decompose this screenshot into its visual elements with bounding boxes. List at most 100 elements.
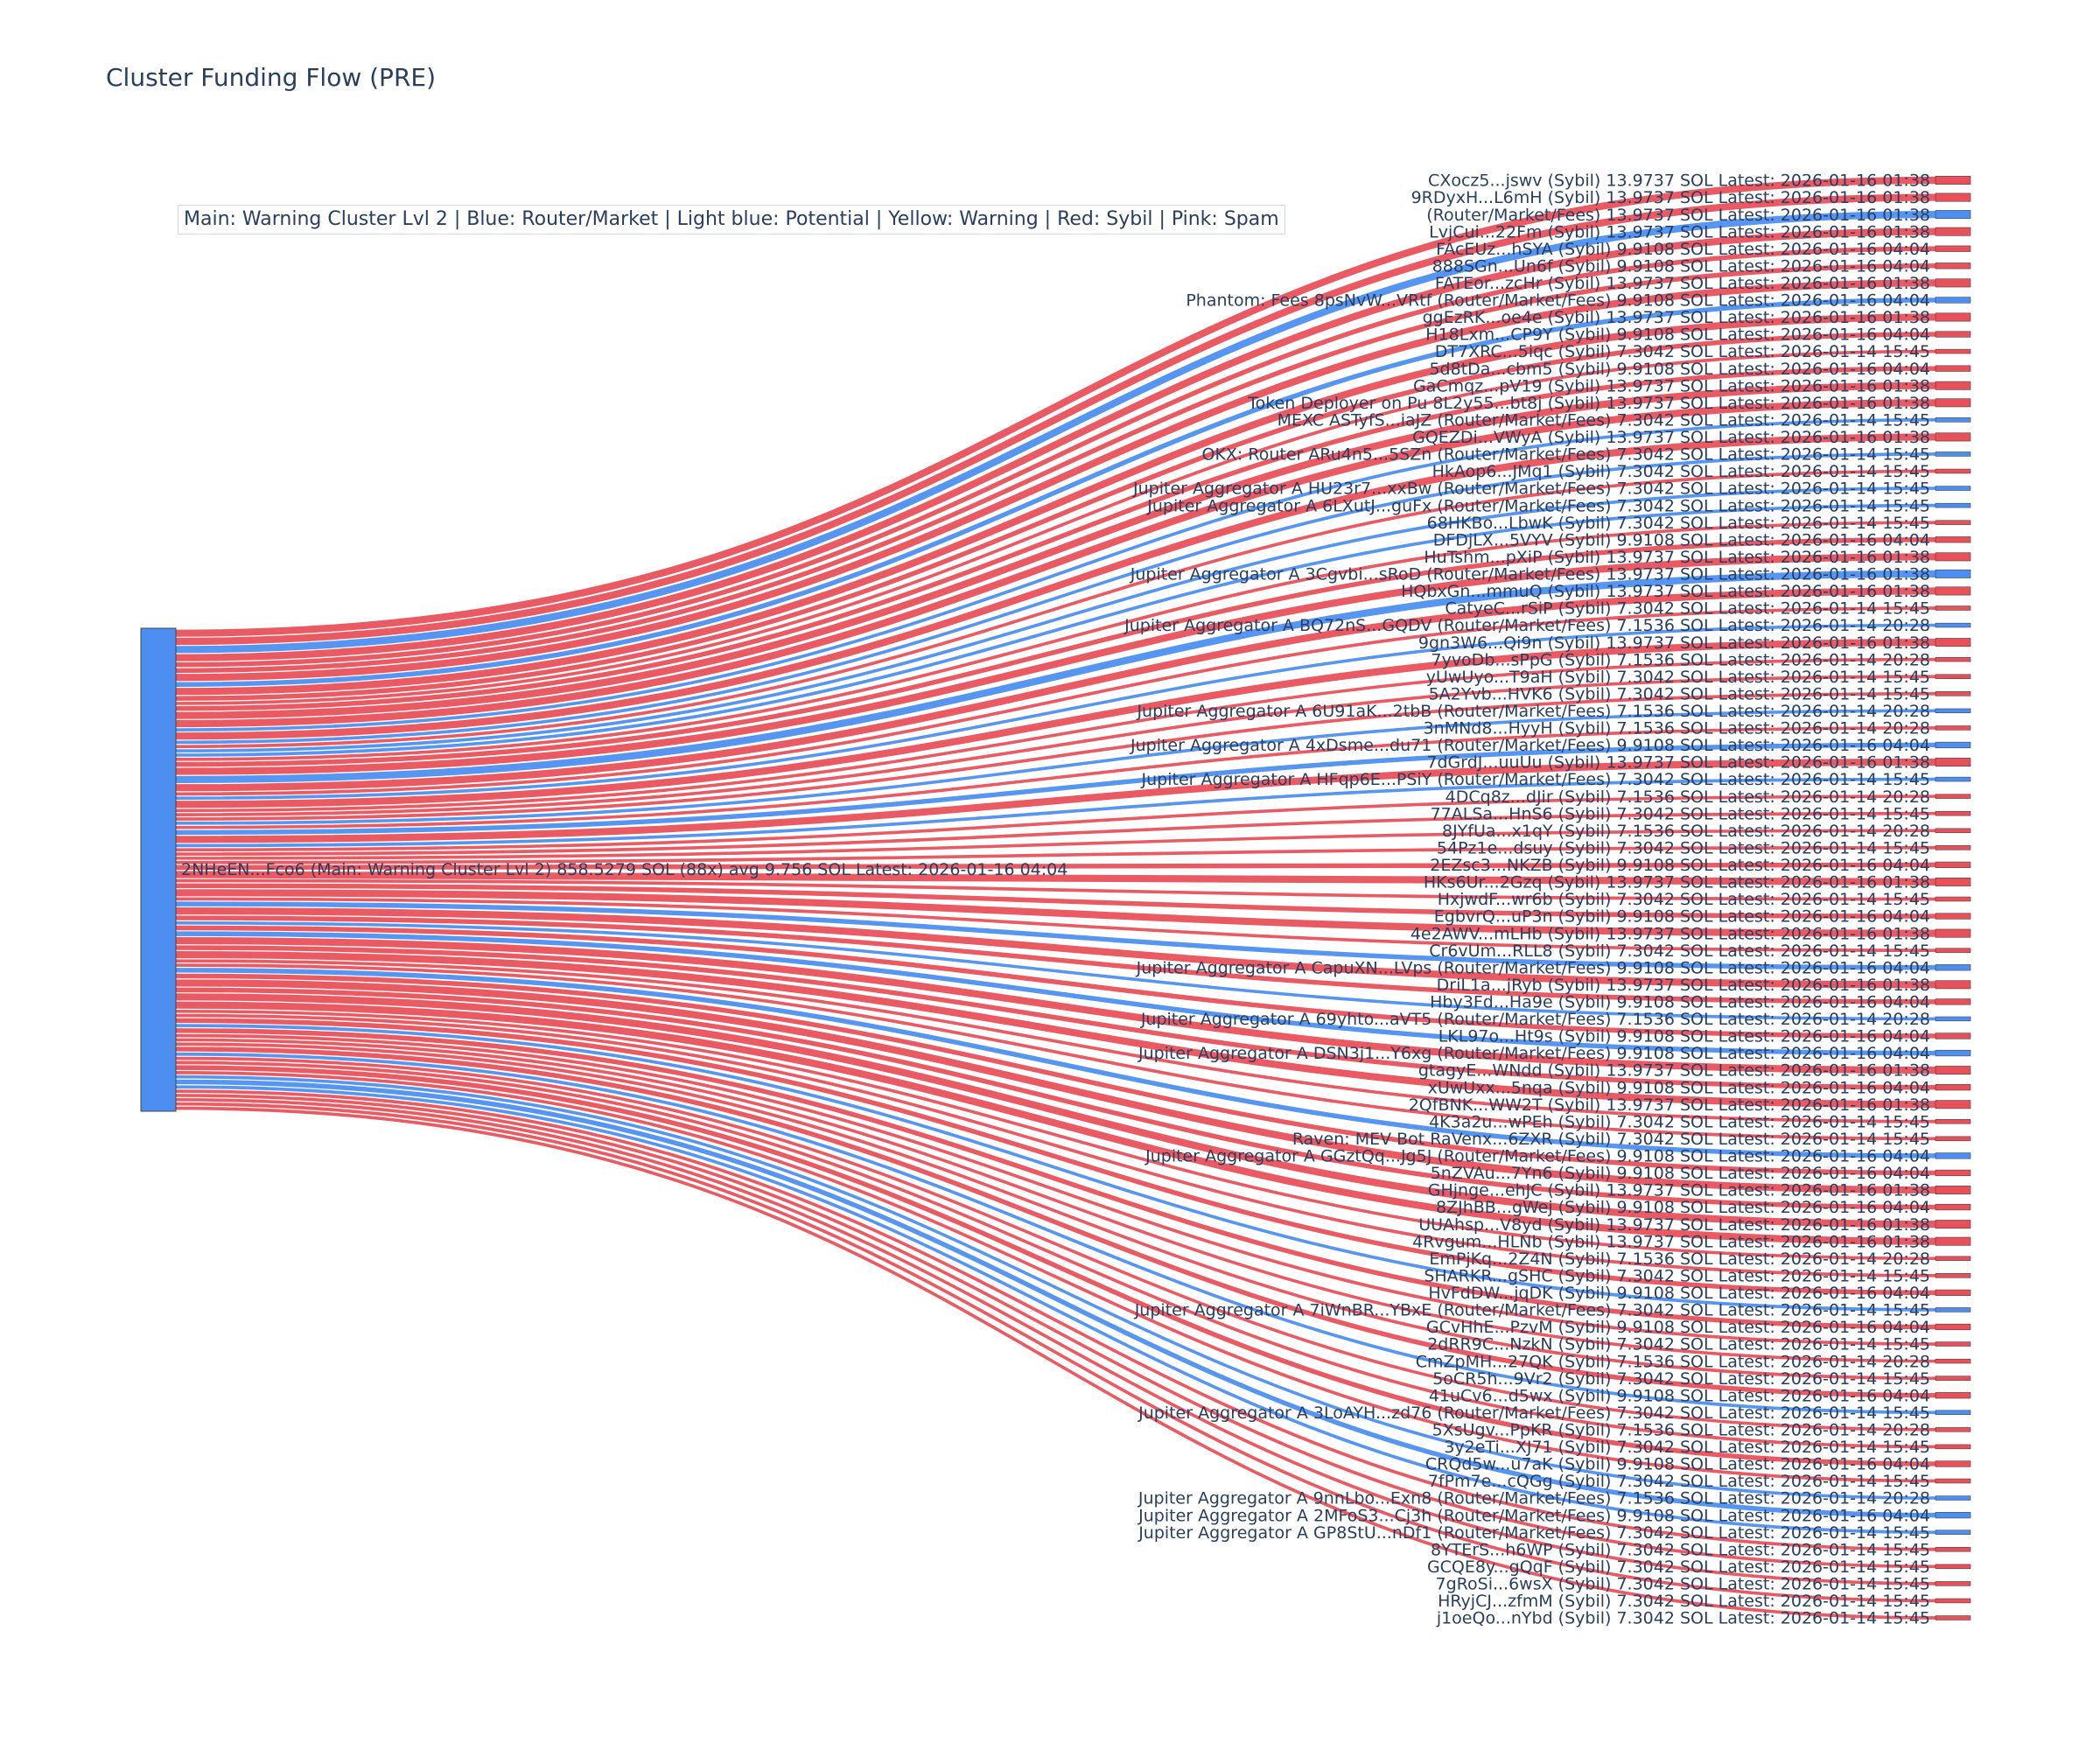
target-node[interactable] (1935, 674, 1971, 679)
target-node[interactable] (1935, 1410, 1971, 1416)
target-node[interactable] (1935, 1049, 1971, 1057)
flow-link[interactable] (175, 862, 1936, 871)
target-node[interactable] (1935, 928, 1971, 938)
flow-link[interactable] (175, 1097, 1936, 1586)
flow-link[interactable] (175, 349, 1936, 705)
target-node[interactable] (1935, 502, 1971, 508)
flow-link[interactable] (175, 332, 1936, 701)
target-node[interactable] (1935, 1016, 1971, 1022)
target-node[interactable] (1935, 758, 1971, 766)
flow-link[interactable] (175, 968, 1936, 1158)
flow-link[interactable] (175, 811, 1936, 856)
flow-link[interactable] (175, 871, 1936, 886)
flow-link[interactable] (175, 469, 1936, 749)
flow-link[interactable] (175, 1102, 1936, 1603)
target-node[interactable] (1935, 1169, 1971, 1177)
target-node[interactable] (1935, 1512, 1971, 1519)
flow-link[interactable] (175, 878, 1936, 901)
target-node[interactable] (1935, 776, 1971, 782)
flow-link[interactable] (175, 742, 1936, 836)
flow-link[interactable] (175, 1001, 1936, 1245)
target-node[interactable] (1935, 1152, 1971, 1159)
target-node[interactable] (1935, 913, 1971, 920)
flow-link[interactable] (175, 959, 1936, 1124)
target-node[interactable] (1935, 1392, 1971, 1399)
flow-link[interactable] (175, 433, 1936, 740)
flow-link[interactable] (175, 382, 1936, 719)
target-node[interactable] (1935, 1478, 1971, 1484)
target-node[interactable] (1935, 810, 1971, 816)
target-node[interactable] (1935, 586, 1971, 596)
flow-link[interactable] (175, 1013, 1936, 1278)
target-node[interactable] (1935, 176, 1971, 185)
flow-link[interactable] (175, 657, 1936, 813)
target-node[interactable] (1935, 331, 1971, 338)
flow-link[interactable] (175, 675, 1936, 816)
target-node[interactable] (1935, 606, 1971, 611)
flow-link[interactable] (175, 587, 1936, 792)
target-node[interactable] (1935, 348, 1971, 354)
target-node[interactable] (1935, 1273, 1971, 1278)
flow-link[interactable] (175, 1046, 1936, 1398)
target-node[interactable] (1935, 794, 1971, 799)
flow-link[interactable] (175, 521, 1936, 761)
flow-link[interactable] (175, 1079, 1936, 1518)
flow-link[interactable] (175, 570, 1936, 783)
flow-link[interactable] (175, 1071, 1936, 1483)
target-node[interactable] (1935, 1615, 1971, 1620)
target-node[interactable] (1935, 569, 1971, 578)
target-node[interactable] (1935, 1341, 1971, 1347)
flow-link[interactable] (175, 963, 1936, 1141)
target-node[interactable] (1935, 227, 1971, 236)
target-node[interactable] (1935, 210, 1971, 220)
flow-link[interactable] (175, 623, 1936, 800)
target-node[interactable] (1935, 1581, 1971, 1586)
flow-link[interactable] (175, 211, 1936, 654)
target-node[interactable] (1935, 1598, 1971, 1604)
target-node[interactable] (1935, 1236, 1971, 1246)
flow-link[interactable] (175, 1065, 1936, 1466)
target-node[interactable] (1935, 708, 1971, 714)
target-node[interactable] (1935, 622, 1971, 628)
flow-link[interactable] (175, 639, 1936, 808)
target-node[interactable] (1935, 741, 1971, 749)
flow-link[interactable] (175, 907, 1936, 989)
target-node[interactable] (1935, 1427, 1971, 1432)
target-node[interactable] (1935, 1289, 1971, 1296)
source-node[interactable] (140, 627, 177, 1112)
flow-link[interactable] (175, 987, 1936, 1210)
flow-link[interactable] (175, 883, 1936, 919)
target-node[interactable] (1935, 1444, 1971, 1450)
target-node[interactable] (1935, 312, 1971, 322)
flow-link[interactable] (175, 298, 1936, 687)
target-node[interactable] (1935, 520, 1971, 525)
flow-link[interactable] (175, 176, 1936, 637)
target-node[interactable] (1935, 861, 1971, 868)
target-node[interactable] (1935, 192, 1971, 202)
flow-link[interactable] (175, 1085, 1936, 1535)
flow-link[interactable] (175, 1106, 1936, 1620)
target-node[interactable] (1935, 656, 1971, 662)
flow-link[interactable] (175, 279, 1936, 682)
target-node[interactable] (1935, 245, 1971, 252)
flow-link[interactable] (175, 794, 1936, 852)
flow-link[interactable] (175, 1033, 1936, 1346)
target-node[interactable] (1935, 536, 1971, 543)
target-node[interactable] (1935, 552, 1971, 562)
target-node[interactable] (1935, 432, 1971, 442)
flow-link[interactable] (175, 901, 1936, 970)
flow-link[interactable] (175, 973, 1936, 1176)
flow-link[interactable] (175, 691, 1936, 821)
flow-link[interactable] (175, 1052, 1936, 1415)
target-node[interactable] (1935, 417, 1971, 423)
flow-link[interactable] (175, 726, 1936, 830)
flow-link[interactable] (175, 993, 1936, 1228)
target-node[interactable] (1935, 948, 1971, 953)
flow-link[interactable] (175, 417, 1936, 732)
flow-link[interactable] (175, 937, 1936, 1074)
target-node[interactable] (1935, 1547, 1971, 1552)
flow-link[interactable] (175, 1060, 1936, 1449)
target-node[interactable] (1935, 828, 1971, 833)
flow-link[interactable] (175, 399, 1936, 728)
target-node[interactable] (1935, 1564, 1971, 1570)
